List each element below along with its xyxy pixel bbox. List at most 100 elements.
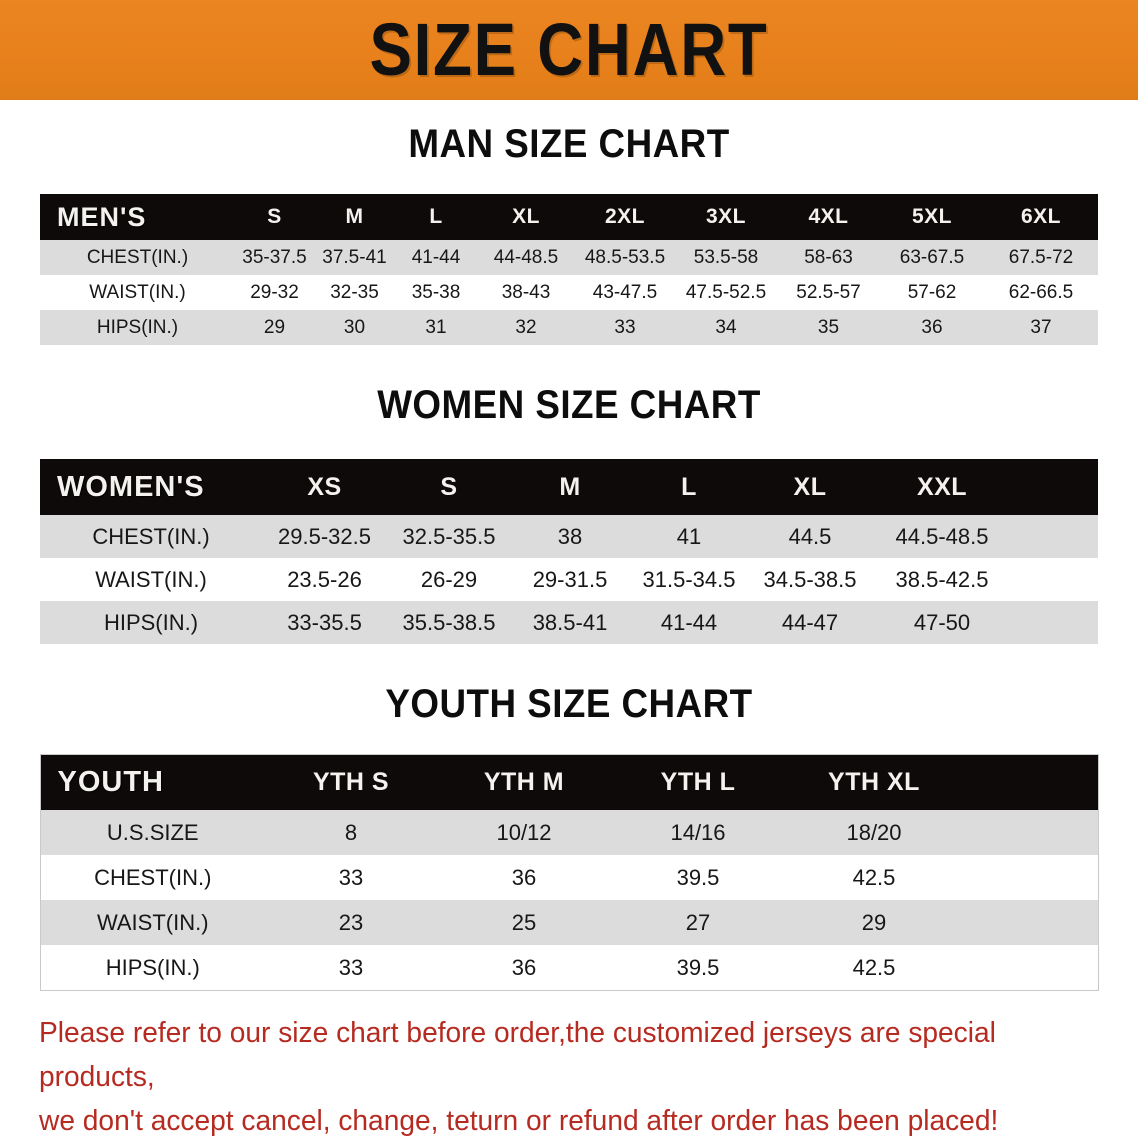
- cell: 32.5-35.5: [402, 523, 496, 549]
- cell: 39.5: [676, 864, 720, 890]
- cell: 33: [338, 864, 364, 890]
- row-label: HIPS(IN.): [105, 954, 200, 980]
- man-section-title: MAN SIZE CHART: [408, 122, 730, 166]
- table-row: HIPS(IN.) 33-35.5 35.5-38.5 38.5-41 41-4…: [40, 601, 1098, 644]
- women-table-header-row: WOMEN'S XS S M L XL XXL: [40, 459, 1098, 515]
- table-row: U.S.SIZE 8 10/12 14/16 18/20: [40, 810, 1098, 855]
- man-col-header-6xl: 6XL: [1020, 205, 1061, 228]
- cell-spacer: [1013, 558, 1098, 601]
- row-label: CHEST(IN.): [92, 523, 210, 549]
- disclaimer-line-2: we don't accept cancel, change, teturn o…: [39, 1105, 999, 1138]
- cell-spacer: [963, 855, 1098, 900]
- cell: 36: [511, 954, 537, 980]
- youth-col-header-m: YTH M: [483, 768, 565, 796]
- cell: 23: [338, 909, 364, 935]
- row-label: CHEST(IN.): [94, 864, 212, 890]
- women-col-header-s: S: [440, 472, 458, 501]
- cell: 34.5-38.5: [763, 566, 857, 592]
- cell: 23.5-26: [287, 566, 362, 592]
- cell: 29: [263, 316, 286, 338]
- cell: 31: [425, 316, 447, 338]
- table-row: CHEST(IN.) 33 36 39.5 42.5: [40, 855, 1098, 900]
- cell: 63-67.5: [899, 246, 965, 268]
- cell: 32-35: [330, 281, 379, 303]
- women-size-table: WOMEN'S XS S M L XL XXL CHEST(IN.) 29.5-…: [40, 459, 1098, 644]
- women-col-header-spacer: [1013, 459, 1098, 515]
- table-row: HIPS(IN.) 33 36 39.5 42.5: [40, 945, 1098, 991]
- table-row: WAIST(IN.) 23 25 27 29: [40, 900, 1098, 945]
- cell: 47-50: [913, 609, 971, 635]
- women-col-header-m: M: [559, 472, 581, 501]
- row-label: WAIST(IN.): [95, 566, 207, 592]
- cell: 53.5-58: [693, 246, 759, 268]
- cell-spacer: [963, 945, 1098, 991]
- cell: 41: [676, 523, 702, 549]
- women-col-header-l: L: [681, 472, 697, 501]
- cell: 42.5: [852, 954, 896, 980]
- cell: 37: [1030, 316, 1052, 338]
- cell-spacer: [1013, 601, 1098, 644]
- cell: 29-32: [250, 281, 299, 303]
- cell: 29.5-32.5: [278, 523, 371, 549]
- cell: 30: [343, 316, 366, 338]
- youth-col-header-xl: YTH XL: [828, 768, 920, 796]
- cell: 62-66.5: [1008, 281, 1074, 303]
- table-row: CHEST(IN.) 35-37.5 37.5-41 41-44 44-48.5…: [40, 240, 1098, 275]
- youth-table-header-row: YOUTH YTH S YTH M YTH L YTH XL: [40, 754, 1098, 810]
- youth-category-label: YOUTH: [57, 766, 164, 798]
- man-category-label: MEN'S: [57, 201, 147, 232]
- cell: 52.5-57: [796, 281, 861, 303]
- cell: 47.5-52.5: [685, 281, 767, 303]
- cell: 67.5-72: [1008, 246, 1074, 268]
- cell-spacer: [963, 900, 1098, 945]
- banner-title: SIZE CHART: [369, 8, 769, 91]
- cell: 38.5-41: [532, 609, 608, 635]
- table-row: CHEST(IN.) 29.5-32.5 32.5-35.5 38 41 44.…: [40, 515, 1098, 558]
- table-row: HIPS(IN.) 29 30 31 32 33 34 35 36 37: [40, 310, 1098, 345]
- row-label: WAIST(IN.): [89, 281, 186, 303]
- women-col-header-xxl: XXL: [916, 472, 968, 501]
- cell: 35-37.5: [242, 246, 307, 268]
- cell: 35-38: [411, 281, 461, 303]
- cell: 29-31.5: [532, 566, 608, 592]
- cell: 14/16: [670, 819, 726, 845]
- youth-size-table: YOUTH YTH S YTH M YTH L YTH XL U.S.SIZE …: [39, 754, 1099, 991]
- cell: 26-29: [420, 566, 478, 592]
- women-section-title: WOMEN SIZE CHART: [377, 383, 761, 427]
- women-category-label: WOMEN'S: [57, 470, 205, 503]
- disclaimer-note: Please refer to our size chart before or…: [39, 1011, 1067, 1143]
- cell: 29: [861, 909, 887, 935]
- size-chart-banner: SIZE CHART: [0, 0, 1138, 100]
- cell: 8: [344, 819, 358, 845]
- cell: 38: [557, 523, 583, 549]
- youth-section-title: YOUTH SIZE CHART: [385, 682, 753, 726]
- table-row: WAIST(IN.) 29-32 32-35 35-38 38-43 43-47…: [40, 275, 1098, 310]
- cell: 43-47.5: [592, 281, 658, 303]
- cell: 33: [614, 316, 636, 338]
- cell: 57-62: [907, 281, 957, 303]
- cell: 33: [338, 954, 364, 980]
- cell: 41-44: [411, 246, 461, 268]
- man-col-header-2xl: 2XL: [604, 205, 645, 228]
- cell: 10/12: [496, 819, 552, 845]
- row-label: U.S.SIZE: [106, 819, 199, 845]
- cell: 39.5: [676, 954, 720, 980]
- cell: 35: [817, 316, 840, 338]
- man-col-header-s: S: [267, 205, 282, 228]
- cell: 48.5-53.5: [584, 246, 666, 268]
- cell: 42.5: [852, 864, 896, 890]
- cell: 36: [511, 864, 537, 890]
- cell: 36: [921, 316, 943, 338]
- cell: 38-43: [501, 281, 551, 303]
- man-col-header-4xl: 4XL: [808, 205, 849, 228]
- cell: 34: [715, 316, 737, 338]
- row-label: CHEST(IN.): [86, 246, 189, 268]
- women-col-header-xs: XS: [307, 472, 342, 501]
- cell: 35.5-38.5: [402, 609, 496, 635]
- man-size-table: MEN'S S M L XL 2XL 3XL 4XL 5XL 6XL CHEST…: [40, 194, 1098, 345]
- man-col-header-m: M: [345, 205, 364, 228]
- cell: 31.5-34.5: [642, 566, 736, 592]
- cell: 44.5: [788, 523, 832, 549]
- youth-col-header-s: YTH S: [312, 768, 390, 796]
- cell: 41-44: [660, 609, 718, 635]
